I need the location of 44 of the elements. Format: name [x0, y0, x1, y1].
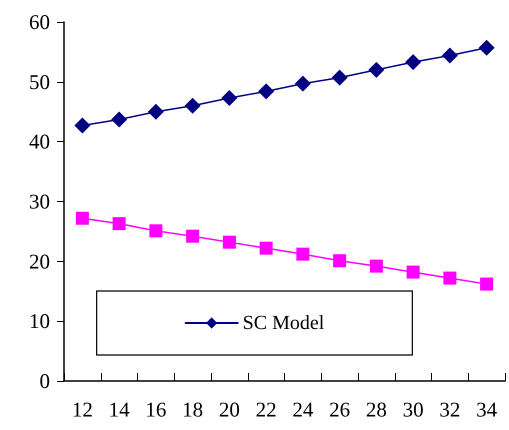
x-tick-label: 22 — [256, 398, 277, 422]
point — [221, 90, 238, 106]
y-tick-label: 0 — [40, 369, 50, 393]
y-tick-label: 60 — [29, 10, 50, 34]
x-tick-label: 28 — [366, 398, 387, 422]
x-tick-label: 34 — [476, 398, 498, 422]
y-tick-label: 10 — [29, 309, 50, 334]
x-tick-label: 26 — [329, 398, 350, 422]
point — [186, 230, 200, 243]
point — [149, 224, 162, 238]
y-tick-label: 50 — [29, 70, 50, 94]
point — [184, 98, 201, 114]
point — [478, 40, 495, 56]
point — [260, 242, 273, 255]
point — [406, 266, 420, 279]
x-tick-label: 20 — [218, 398, 240, 422]
point — [480, 278, 494, 291]
point — [332, 70, 348, 86]
point — [368, 62, 384, 78]
point — [294, 76, 311, 92]
y-tick-label: 20 — [29, 249, 50, 274]
x-tick-label: 32 — [439, 398, 460, 422]
x-tick-label: 30 — [402, 398, 424, 422]
point — [443, 272, 456, 285]
x-tick-label: 18 — [182, 398, 204, 422]
x-tick-label: 12 — [72, 398, 93, 422]
point — [222, 236, 236, 249]
point — [148, 104, 164, 120]
y-tick-label: 40 — [29, 130, 50, 154]
legend-label: SC Model — [242, 312, 325, 334]
x-tick-label: 24 — [292, 398, 314, 422]
y-tick-label: 30 — [29, 190, 50, 214]
point — [112, 217, 126, 230]
point — [74, 118, 90, 134]
x-tick-label: 16 — [145, 398, 166, 422]
point — [76, 212, 89, 225]
point — [442, 48, 458, 64]
point — [405, 54, 422, 70]
point — [111, 112, 128, 128]
point — [296, 248, 310, 261]
x-tick-label: 14 — [108, 398, 130, 422]
point — [370, 260, 383, 273]
point — [258, 83, 274, 100]
point — [333, 254, 346, 268]
